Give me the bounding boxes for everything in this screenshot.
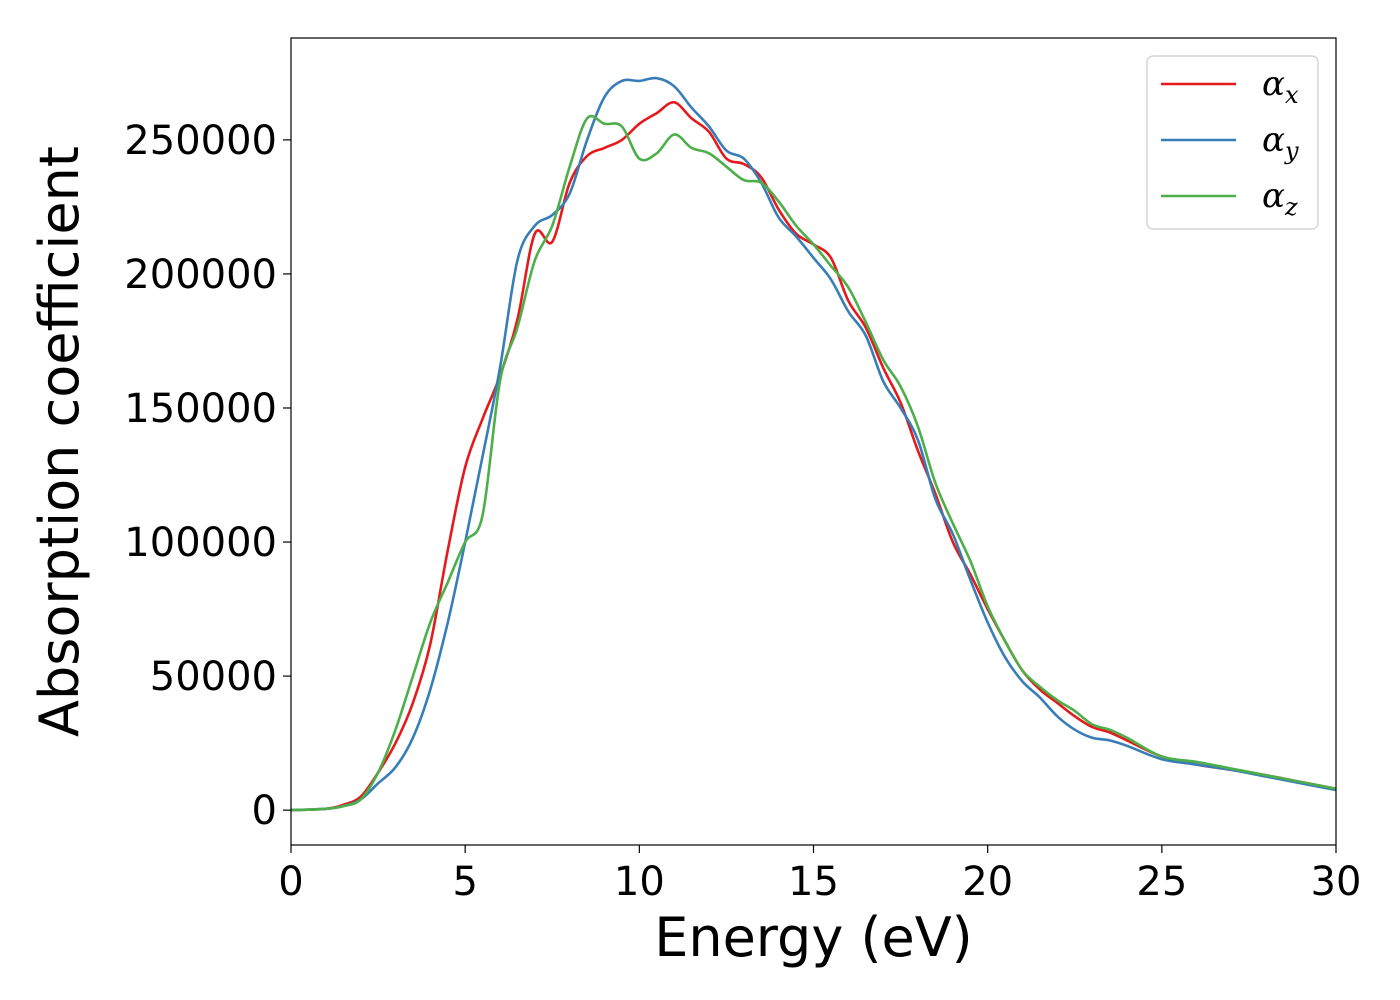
y-tick-label: 0 <box>252 788 277 834</box>
x-tick-label: 0 <box>278 859 303 905</box>
legend-label-z: αz <box>1262 176 1298 221</box>
series-line-x <box>291 100 1336 812</box>
y-tick-label: 50000 <box>150 654 277 700</box>
y-tick-label: 150000 <box>124 386 277 432</box>
x-tick-label: 5 <box>452 859 477 905</box>
y-axis: 0 50000 100000 150000 200000 250000 <box>124 118 291 834</box>
legend-label-y: αy <box>1262 120 1299 165</box>
x-tick-label: 20 <box>962 859 1013 905</box>
y-axis-label: Absorption coefficient <box>28 146 91 737</box>
y-tick-label: 250000 <box>124 118 277 164</box>
x-axis-label: Energy (eV) <box>654 906 973 969</box>
series-line-z <box>291 114 1336 812</box>
y-tick-label: 100000 <box>124 520 277 566</box>
x-tick-label: 10 <box>614 859 665 905</box>
legend: αx αy αz <box>1146 55 1319 230</box>
x-axis: 0 5 10 15 20 25 30 <box>278 845 1361 905</box>
x-tick-label: 30 <box>1311 859 1362 905</box>
legend-label-x: αx <box>1262 64 1299 109</box>
x-tick-label: 25 <box>1136 859 1187 905</box>
y-tick-label: 200000 <box>124 252 277 298</box>
series-layer <box>291 76 1336 812</box>
x-tick-label: 15 <box>788 859 839 905</box>
legend-box <box>1146 55 1319 230</box>
